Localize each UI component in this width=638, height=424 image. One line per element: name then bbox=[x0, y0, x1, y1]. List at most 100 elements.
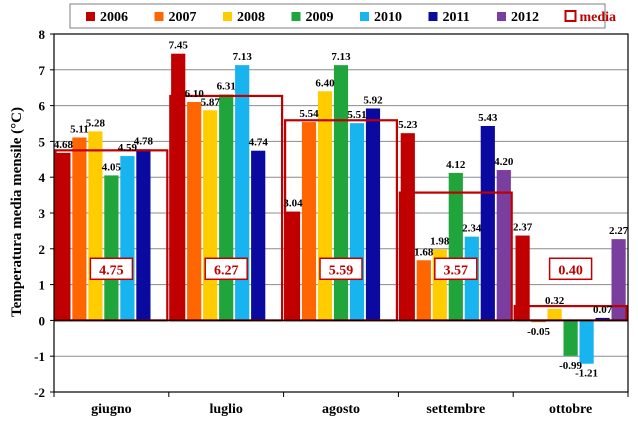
value-label: 4.74 bbox=[249, 137, 269, 149]
value-label: 5.87 bbox=[201, 96, 221, 108]
value-label: 6.31 bbox=[217, 81, 236, 93]
y-tick-label: -2 bbox=[34, 385, 45, 400]
bar-2008-giugno bbox=[88, 131, 103, 321]
bar-2010-luglio bbox=[235, 65, 250, 321]
value-label: 3.04 bbox=[283, 198, 303, 210]
media-label-box bbox=[548, 257, 593, 281]
legend-swatch-2008 bbox=[223, 12, 232, 21]
category-label: settembre bbox=[426, 402, 485, 417]
value-label: 4.05 bbox=[102, 161, 122, 173]
bar-2007-luglio bbox=[187, 102, 202, 321]
value-label: 4.59 bbox=[118, 142, 138, 154]
media-label: 5.59 bbox=[329, 263, 354, 278]
media-label: 6.27 bbox=[214, 263, 239, 278]
bar-2011-giugno bbox=[136, 149, 151, 321]
bar-2012-ottobre bbox=[611, 239, 626, 321]
y-tick-label: -1 bbox=[34, 349, 45, 364]
value-label: 4.12 bbox=[446, 159, 466, 171]
bar-2010-agosto bbox=[349, 123, 365, 321]
value-label: 5.28 bbox=[86, 117, 106, 129]
bar-2007-agosto bbox=[301, 122, 317, 321]
media-label: 0.40 bbox=[558, 263, 583, 278]
bar-2009-luglio bbox=[219, 94, 234, 321]
value-label: 5.43 bbox=[478, 112, 498, 124]
value-label: 6.10 bbox=[185, 88, 205, 100]
y-tick-label: 7 bbox=[39, 63, 46, 78]
media-series: 4.75 6.27 5.59 3.57 0.40 bbox=[54, 94, 628, 322]
media-label: 3.57 bbox=[444, 263, 469, 278]
bar-2007-giugno bbox=[72, 137, 87, 321]
value-label: -0.99 bbox=[559, 360, 582, 372]
bar-2007-settembre bbox=[416, 260, 431, 321]
bar-2012-settembre bbox=[496, 170, 511, 321]
media-label-box bbox=[204, 257, 248, 281]
bar-2009-ottobre bbox=[563, 320, 578, 356]
value-label: 4.68 bbox=[54, 139, 74, 151]
legend-swatch-2012 bbox=[497, 12, 506, 21]
y-tick-label: 0 bbox=[39, 313, 46, 328]
legend-swatch-2011 bbox=[428, 12, 438, 21]
value-label: 7.13 bbox=[331, 51, 351, 63]
legend-label-2008: 2008 bbox=[237, 10, 265, 25]
value-label: 5.54 bbox=[299, 108, 319, 120]
legend-label-2012: 2012 bbox=[511, 10, 539, 25]
category-label: ottobre bbox=[549, 402, 592, 417]
category-label: giugno bbox=[91, 402, 131, 417]
bar-2011-ottobre bbox=[595, 317, 610, 321]
value-label: 2.37 bbox=[513, 222, 533, 234]
value-label: 7.13 bbox=[233, 51, 253, 63]
bar-2006-giugno bbox=[56, 152, 71, 321]
y-tick-label: 4 bbox=[39, 170, 46, 185]
bar-2008-agosto bbox=[317, 91, 333, 321]
data-labels: 4.68 5.115.28 4.05 4.594.78 7.45 6.105.87 6.31… bbox=[54, 40, 629, 380]
legend-label-2010: 2010 bbox=[374, 10, 402, 25]
media-label: 4.75 bbox=[99, 263, 124, 278]
y-tick-label: 5 bbox=[39, 134, 46, 149]
y-tick-label: 8 bbox=[39, 27, 46, 42]
bar-2006-ottobre bbox=[515, 235, 530, 321]
legend-swatch-media bbox=[564, 10, 577, 22]
value-label: 0.32 bbox=[545, 295, 565, 307]
value-label: 2.34 bbox=[462, 223, 482, 235]
value-label: 4.78 bbox=[134, 135, 154, 147]
value-label: -1.21 bbox=[575, 368, 598, 380]
legend-swatch-2007 bbox=[154, 12, 164, 21]
axes: -2 -1 0 1 2 3 4 5 6 7 8 giugno luglio agosto settembre… bbox=[34, 27, 629, 417]
value-label: 5.92 bbox=[363, 94, 383, 106]
bar-2006-agosto bbox=[285, 211, 301, 321]
bar-2010-giugno bbox=[120, 156, 135, 321]
value-label: 1.68 bbox=[414, 246, 434, 258]
y-tick-label: 1 bbox=[39, 278, 46, 293]
legend-swatch-2010 bbox=[360, 12, 369, 21]
category-label: agosto bbox=[322, 402, 360, 417]
bar-2009-giugno bbox=[104, 175, 119, 321]
value-label: 5.11 bbox=[70, 123, 89, 135]
bar-2011-agosto bbox=[365, 108, 381, 321]
legend-swatch-2006 bbox=[86, 12, 95, 21]
legend-label-media: media bbox=[580, 10, 617, 25]
legend-swatch-2009 bbox=[291, 12, 301, 21]
plot-area-border bbox=[53, 33, 629, 393]
media-label-box bbox=[319, 257, 363, 281]
value-label: 6.40 bbox=[315, 77, 335, 89]
value-label: 7.45 bbox=[169, 40, 189, 52]
bar-2009-agosto bbox=[333, 65, 349, 321]
legend-label-2009: 2009 bbox=[306, 10, 334, 25]
media-label-box bbox=[89, 257, 134, 281]
bar-2010-ottobre bbox=[579, 320, 594, 364]
value-label: 4.20 bbox=[494, 156, 514, 168]
bar-2006-luglio bbox=[171, 53, 186, 321]
bar-2011-settembre bbox=[480, 126, 495, 321]
media-label-box bbox=[434, 257, 478, 281]
legend-label-2011: 2011 bbox=[443, 10, 470, 25]
value-label: -0.05 bbox=[527, 326, 550, 338]
bar-2008-luglio bbox=[203, 110, 218, 321]
category-label: luglio bbox=[209, 402, 242, 417]
bar-2006-settembre bbox=[400, 133, 415, 321]
y-tick-label: 2 bbox=[39, 242, 46, 257]
legend: 2006 2007 2008 2009 2010 2011 2012 media bbox=[69, 3, 617, 29]
bar-2011-luglio bbox=[251, 150, 266, 321]
legend-label-2007: 2007 bbox=[169, 10, 197, 25]
